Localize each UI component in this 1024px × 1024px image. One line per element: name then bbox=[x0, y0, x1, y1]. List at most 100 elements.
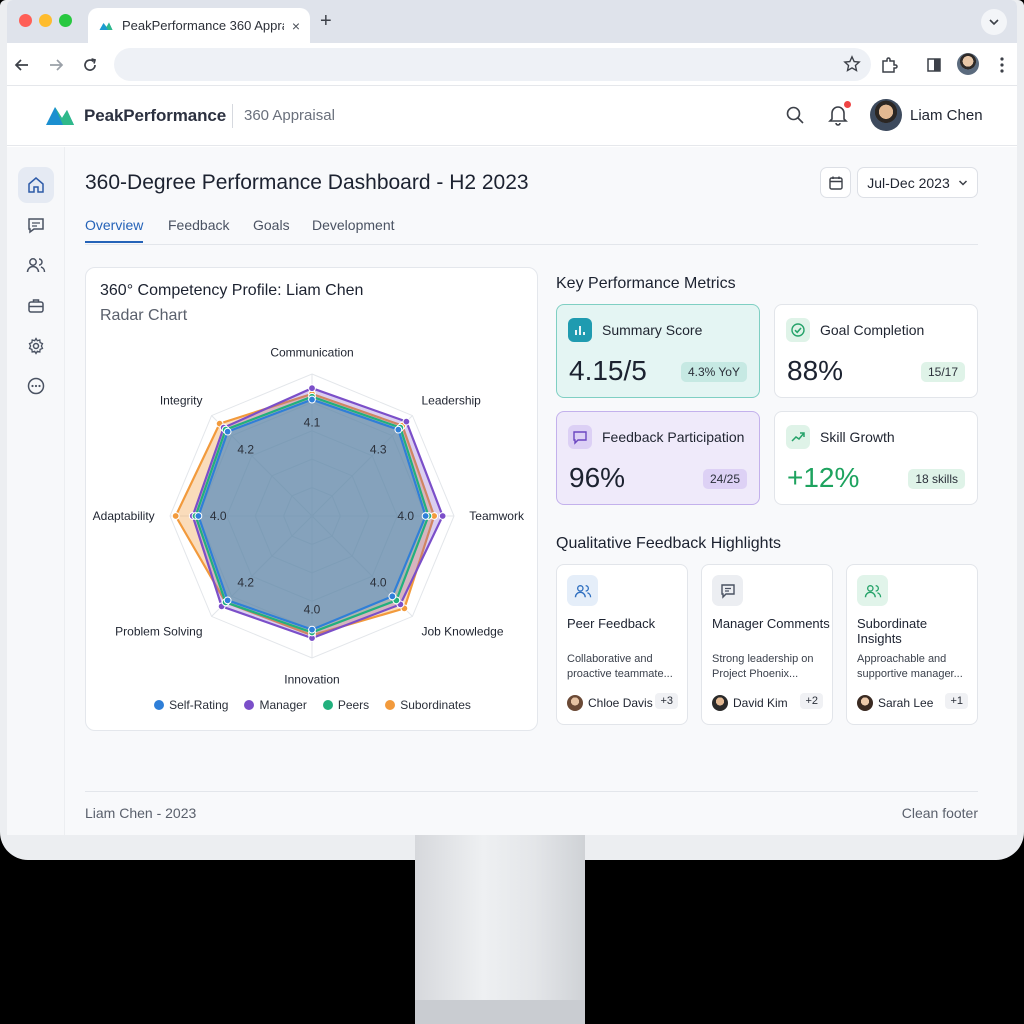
reload-button[interactable] bbox=[79, 54, 101, 76]
radar-chart: 4.1 4.3 4.0 4.0 4.0 4.2 4.0 4.2 Communication Lea… bbox=[93, 346, 525, 687]
metric-value: 4.15/5 bbox=[569, 355, 647, 386]
radar-point bbox=[308, 395, 316, 404]
radar-card-subtitle: Radar Chart bbox=[100, 307, 188, 324]
metric-feedback-participation[interactable]: Feedback Participation 96% 24/25 bbox=[556, 411, 760, 505]
legend-item[interactable]: Subordinates bbox=[385, 698, 471, 712]
competency-radar-card: 360° Competency Profile: Liam Chen Radar… bbox=[85, 267, 538, 731]
search-icon[interactable] bbox=[785, 105, 805, 125]
feedback-card-title: Subordinate Insights bbox=[857, 616, 928, 646]
chevron-down-icon bbox=[958, 179, 967, 186]
radar-axis-label: Job Knowledge bbox=[421, 624, 503, 638]
radar-data-label: 4.3 bbox=[370, 443, 387, 457]
legend-item[interactable]: Self-Rating bbox=[154, 698, 228, 712]
footer-divider bbox=[85, 791, 978, 792]
extensions-button[interactable] bbox=[878, 54, 900, 76]
window-minimize-button[interactable] bbox=[39, 14, 52, 27]
sidebar-item-home[interactable] bbox=[18, 167, 54, 203]
footer-right-text: Clean footer bbox=[901, 805, 978, 821]
radar-data-label: 4.0 bbox=[304, 603, 321, 617]
legend-label: Manager bbox=[259, 698, 307, 712]
radar-axis-label: Teamwork bbox=[469, 509, 525, 523]
arrow-left-icon bbox=[14, 59, 28, 71]
legend-label: Subordinates bbox=[400, 698, 471, 712]
app-header: PeakPerformance 360 Appraisal Liam Chen bbox=[7, 86, 1017, 146]
date-range-select[interactable]: Jul-Dec 2023 bbox=[857, 167, 978, 198]
brand-name[interactable]: PeakPerformance bbox=[84, 106, 227, 125]
radar-data-label: 4.0 bbox=[210, 509, 227, 523]
radar-point bbox=[394, 425, 403, 434]
radar-point bbox=[421, 512, 430, 520]
notification-dot bbox=[844, 101, 851, 108]
tab-feedback[interactable]: Feedback bbox=[168, 217, 230, 233]
radar-axis-label: Adaptability bbox=[93, 509, 155, 523]
metric-summary-score[interactable]: Summary Score 4.15/5 4.3% YoY bbox=[556, 304, 760, 398]
window-maximize-button[interactable] bbox=[59, 14, 72, 27]
sidebar-item-feedback[interactable] bbox=[18, 207, 54, 243]
tab-development[interactable]: Development bbox=[312, 217, 395, 233]
browser-tab[interactable]: PeakPerformance 360 Apprai × bbox=[88, 8, 310, 43]
tab-overview[interactable]: Overview bbox=[85, 217, 144, 243]
legend-swatch bbox=[244, 700, 255, 710]
tab-goals[interactable]: Goals bbox=[253, 217, 290, 233]
radar-point bbox=[223, 596, 232, 605]
feedback-person-name: Sarah Lee bbox=[878, 696, 934, 710]
feedback-card-title: Peer Feedback bbox=[567, 616, 656, 631]
chat-icon bbox=[712, 575, 743, 606]
sidepanel-button[interactable] bbox=[923, 54, 945, 76]
metric-value: +12% bbox=[787, 462, 860, 493]
radar-point bbox=[171, 512, 180, 520]
radar-data-label: 4.1 bbox=[304, 415, 321, 429]
bell-icon[interactable] bbox=[828, 104, 848, 126]
legend-item[interactable]: Peers bbox=[322, 698, 369, 712]
legend-swatch bbox=[385, 700, 396, 710]
sidebar-item-more[interactable] bbox=[18, 368, 54, 404]
legend-item[interactable]: Manager bbox=[244, 698, 307, 712]
app-name: 360 Appraisal bbox=[244, 107, 335, 124]
user-avatar[interactable] bbox=[870, 99, 902, 131]
user-name[interactable]: Liam Chen bbox=[910, 107, 983, 124]
radar-axis-label: Communication bbox=[270, 346, 353, 360]
feedback-card-subordinate[interactable]: Subordinate Insights Approachable and su… bbox=[846, 564, 978, 725]
metric-badge: 18 skills bbox=[908, 469, 965, 489]
new-tab-button[interactable]: + bbox=[320, 10, 332, 32]
legend-swatch bbox=[322, 700, 333, 710]
radar-axis-label: Problem Solving bbox=[115, 624, 202, 638]
target-icon bbox=[786, 318, 810, 342]
profile-avatar[interactable] bbox=[957, 53, 979, 75]
window-close-button[interactable] bbox=[19, 14, 32, 27]
sidepanel-icon bbox=[927, 58, 941, 72]
sidebar-item-people[interactable] bbox=[18, 247, 54, 283]
tab-close-icon[interactable]: × bbox=[291, 17, 300, 34]
address-bar[interactable] bbox=[114, 48, 871, 81]
browser-toolbar bbox=[7, 43, 1017, 86]
header-divider bbox=[232, 104, 233, 128]
feedback-more-count[interactable]: +1 bbox=[945, 693, 968, 709]
feedback-person-name: Chloe Davis bbox=[588, 696, 653, 710]
users-icon bbox=[857, 575, 888, 606]
metric-goal-completion[interactable]: Goal Completion 88% 15/17 bbox=[774, 304, 978, 398]
sidebar-item-settings[interactable] bbox=[18, 328, 54, 364]
monitor-stand-base bbox=[415, 1000, 585, 1024]
feedback-card-peer[interactable]: Peer Feedback Collaborative and proactiv… bbox=[556, 564, 688, 725]
metric-skill-growth[interactable]: Skill Growth +12% 18 skills bbox=[774, 411, 978, 505]
main-content: 360-Degree Performance Dashboard - H2 20… bbox=[65, 147, 1017, 835]
forward-button[interactable] bbox=[45, 54, 67, 76]
radar-data-label: 4.0 bbox=[370, 575, 387, 589]
arrow-right-icon bbox=[50, 59, 64, 71]
avatar bbox=[857, 695, 873, 711]
feedback-more-count[interactable]: +3 bbox=[655, 693, 678, 709]
calendar-button[interactable] bbox=[820, 167, 851, 198]
tab-search-button[interactable] bbox=[981, 9, 1007, 35]
reload-icon bbox=[84, 58, 97, 71]
sidebar-item-goals[interactable] bbox=[18, 288, 54, 324]
feedback-more-count[interactable]: +2 bbox=[800, 693, 823, 709]
back-button[interactable] bbox=[11, 54, 33, 76]
feedback-card-manager[interactable]: Manager Comments Strong leadership on Pr… bbox=[701, 564, 833, 725]
avatar bbox=[712, 695, 728, 711]
chevron-down-icon bbox=[989, 19, 999, 26]
radar-point bbox=[308, 625, 316, 634]
logo-icon[interactable] bbox=[44, 99, 76, 131]
star-icon[interactable] bbox=[843, 55, 861, 73]
browser-menu-button[interactable] bbox=[991, 54, 1013, 76]
metric-value: 96% bbox=[569, 462, 626, 493]
